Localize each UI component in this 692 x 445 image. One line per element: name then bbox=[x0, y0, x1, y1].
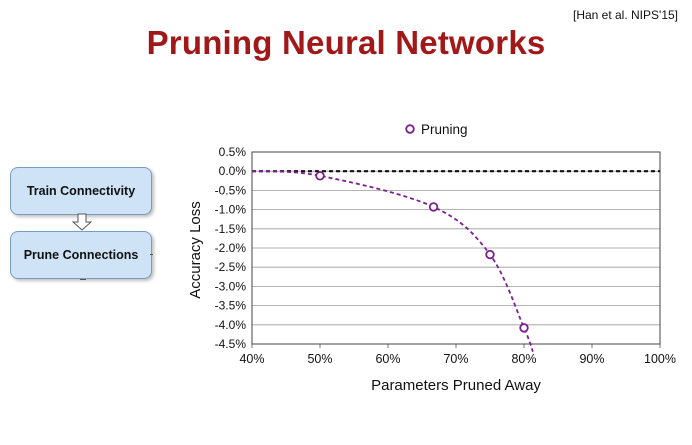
x-axis-label: Parameters Pruned Away bbox=[371, 377, 541, 394]
y-tick-label: -4.5% bbox=[215, 337, 247, 351]
x-tick-label: 100% bbox=[644, 352, 676, 366]
x-tick-label: 40% bbox=[239, 352, 264, 366]
pruning-data-point bbox=[485, 249, 495, 260]
pruning-data-point bbox=[315, 171, 325, 181]
x-tick-label: 90% bbox=[579, 352, 604, 366]
train-connectivity-box: Train Connectivity bbox=[10, 167, 152, 215]
prune-connections-box: Prune Connections bbox=[10, 231, 152, 279]
y-tick-label: -4.0% bbox=[215, 318, 247, 332]
pruning-trendline bbox=[251, 170, 534, 352]
y-tick-label: -2.0% bbox=[215, 241, 247, 255]
down-arrow-icon bbox=[72, 213, 92, 231]
x-tick-label: 80% bbox=[511, 352, 536, 366]
y-tick-label: -3.5% bbox=[215, 299, 247, 313]
x-tick-label: 50% bbox=[307, 352, 332, 366]
y-tick-label: -3.0% bbox=[215, 279, 247, 293]
y-tick-label: -0.5% bbox=[215, 183, 247, 197]
prune-connections-label: Prune Connections bbox=[23, 248, 139, 262]
plot-border bbox=[251, 151, 661, 345]
train-connectivity-label: Train Connectivity bbox=[26, 184, 136, 198]
legend-marker bbox=[405, 124, 415, 134]
y-tick-label: -2.5% bbox=[215, 260, 247, 274]
slide-title: Pruning Neural Networks bbox=[146, 24, 546, 61]
pruning-data-point bbox=[519, 323, 529, 333]
pruning-data-point bbox=[428, 202, 439, 212]
y-tick-label: -1.5% bbox=[215, 222, 247, 236]
y-tick-label: -1.0% bbox=[215, 203, 247, 217]
y-axis-label: Accuracy Loss bbox=[187, 201, 204, 299]
flow-side-mark bbox=[150, 254, 153, 255]
x-tick-label: 60% bbox=[375, 352, 400, 366]
y-tick-label: 0.0% bbox=[219, 164, 247, 178]
y-tick-label: 0.5% bbox=[219, 145, 247, 159]
flow-continuation-mark bbox=[80, 279, 86, 280]
x-tick-label: 70% bbox=[443, 352, 468, 366]
citation: [Han et al. NIPS'15] bbox=[572, 8, 678, 22]
legend-label: Pruning bbox=[421, 122, 468, 137]
